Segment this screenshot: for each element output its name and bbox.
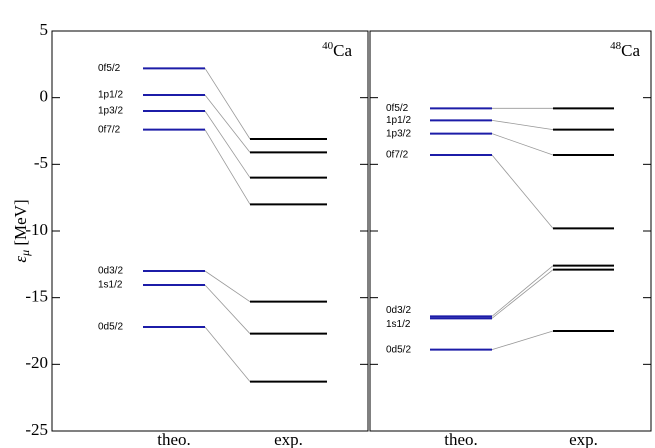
panel-title-mass: 48 xyxy=(610,40,622,52)
connector xyxy=(491,265,554,317)
connector xyxy=(491,330,554,351)
connector xyxy=(204,68,251,140)
x-tick-label: theo. xyxy=(444,430,478,448)
level-label: 0d3/2 xyxy=(98,266,123,277)
y-axis-label: εμ [MeV] xyxy=(11,199,32,262)
level-label: 1p1/2 xyxy=(386,115,411,126)
level-label: 0f5/2 xyxy=(98,63,121,74)
level-label: 0d5/2 xyxy=(386,344,411,355)
panel-title: 48Ca xyxy=(610,40,640,60)
y-tick-label: -25 xyxy=(25,420,48,439)
y-tick-label: -20 xyxy=(25,353,48,372)
level-label: 0f7/2 xyxy=(98,124,121,135)
connector xyxy=(204,129,251,205)
x-tick-label: exp. xyxy=(569,430,598,448)
connector xyxy=(204,94,251,153)
y-tick-label: -10 xyxy=(25,220,48,239)
connector xyxy=(204,326,251,382)
x-tick-label: exp. xyxy=(274,430,303,448)
level-label: 0d3/2 xyxy=(386,305,411,316)
panel-title-mass: 40 xyxy=(322,40,334,52)
level-label: 0f5/2 xyxy=(386,103,409,114)
level-label: 1s1/2 xyxy=(98,280,123,291)
level-label: 1p3/2 xyxy=(386,128,411,139)
level-label: 1s1/2 xyxy=(386,319,411,330)
connector xyxy=(491,154,554,229)
level-label: 0f7/2 xyxy=(386,150,409,161)
connector xyxy=(204,270,251,302)
connector xyxy=(204,284,251,334)
x-tick-label: theo. xyxy=(157,430,191,448)
panel-title-symbol: Ca xyxy=(621,41,640,60)
panel-title-symbol: Ca xyxy=(333,41,352,60)
y-tick-label: 5 xyxy=(40,20,49,39)
y-tick-label: 0 xyxy=(40,87,49,106)
connector xyxy=(491,133,554,156)
y-tick-label: -15 xyxy=(25,287,48,306)
y-tick-label: -5 xyxy=(34,153,48,172)
level-label: 1p1/2 xyxy=(98,90,123,101)
connector xyxy=(491,119,554,131)
level-label: 0d5/2 xyxy=(98,322,123,333)
panel-title: 40Ca xyxy=(322,40,352,60)
level-label: 1p3/2 xyxy=(98,106,123,117)
panel-frame xyxy=(369,30,652,432)
connector xyxy=(491,269,554,319)
connector xyxy=(204,110,251,178)
